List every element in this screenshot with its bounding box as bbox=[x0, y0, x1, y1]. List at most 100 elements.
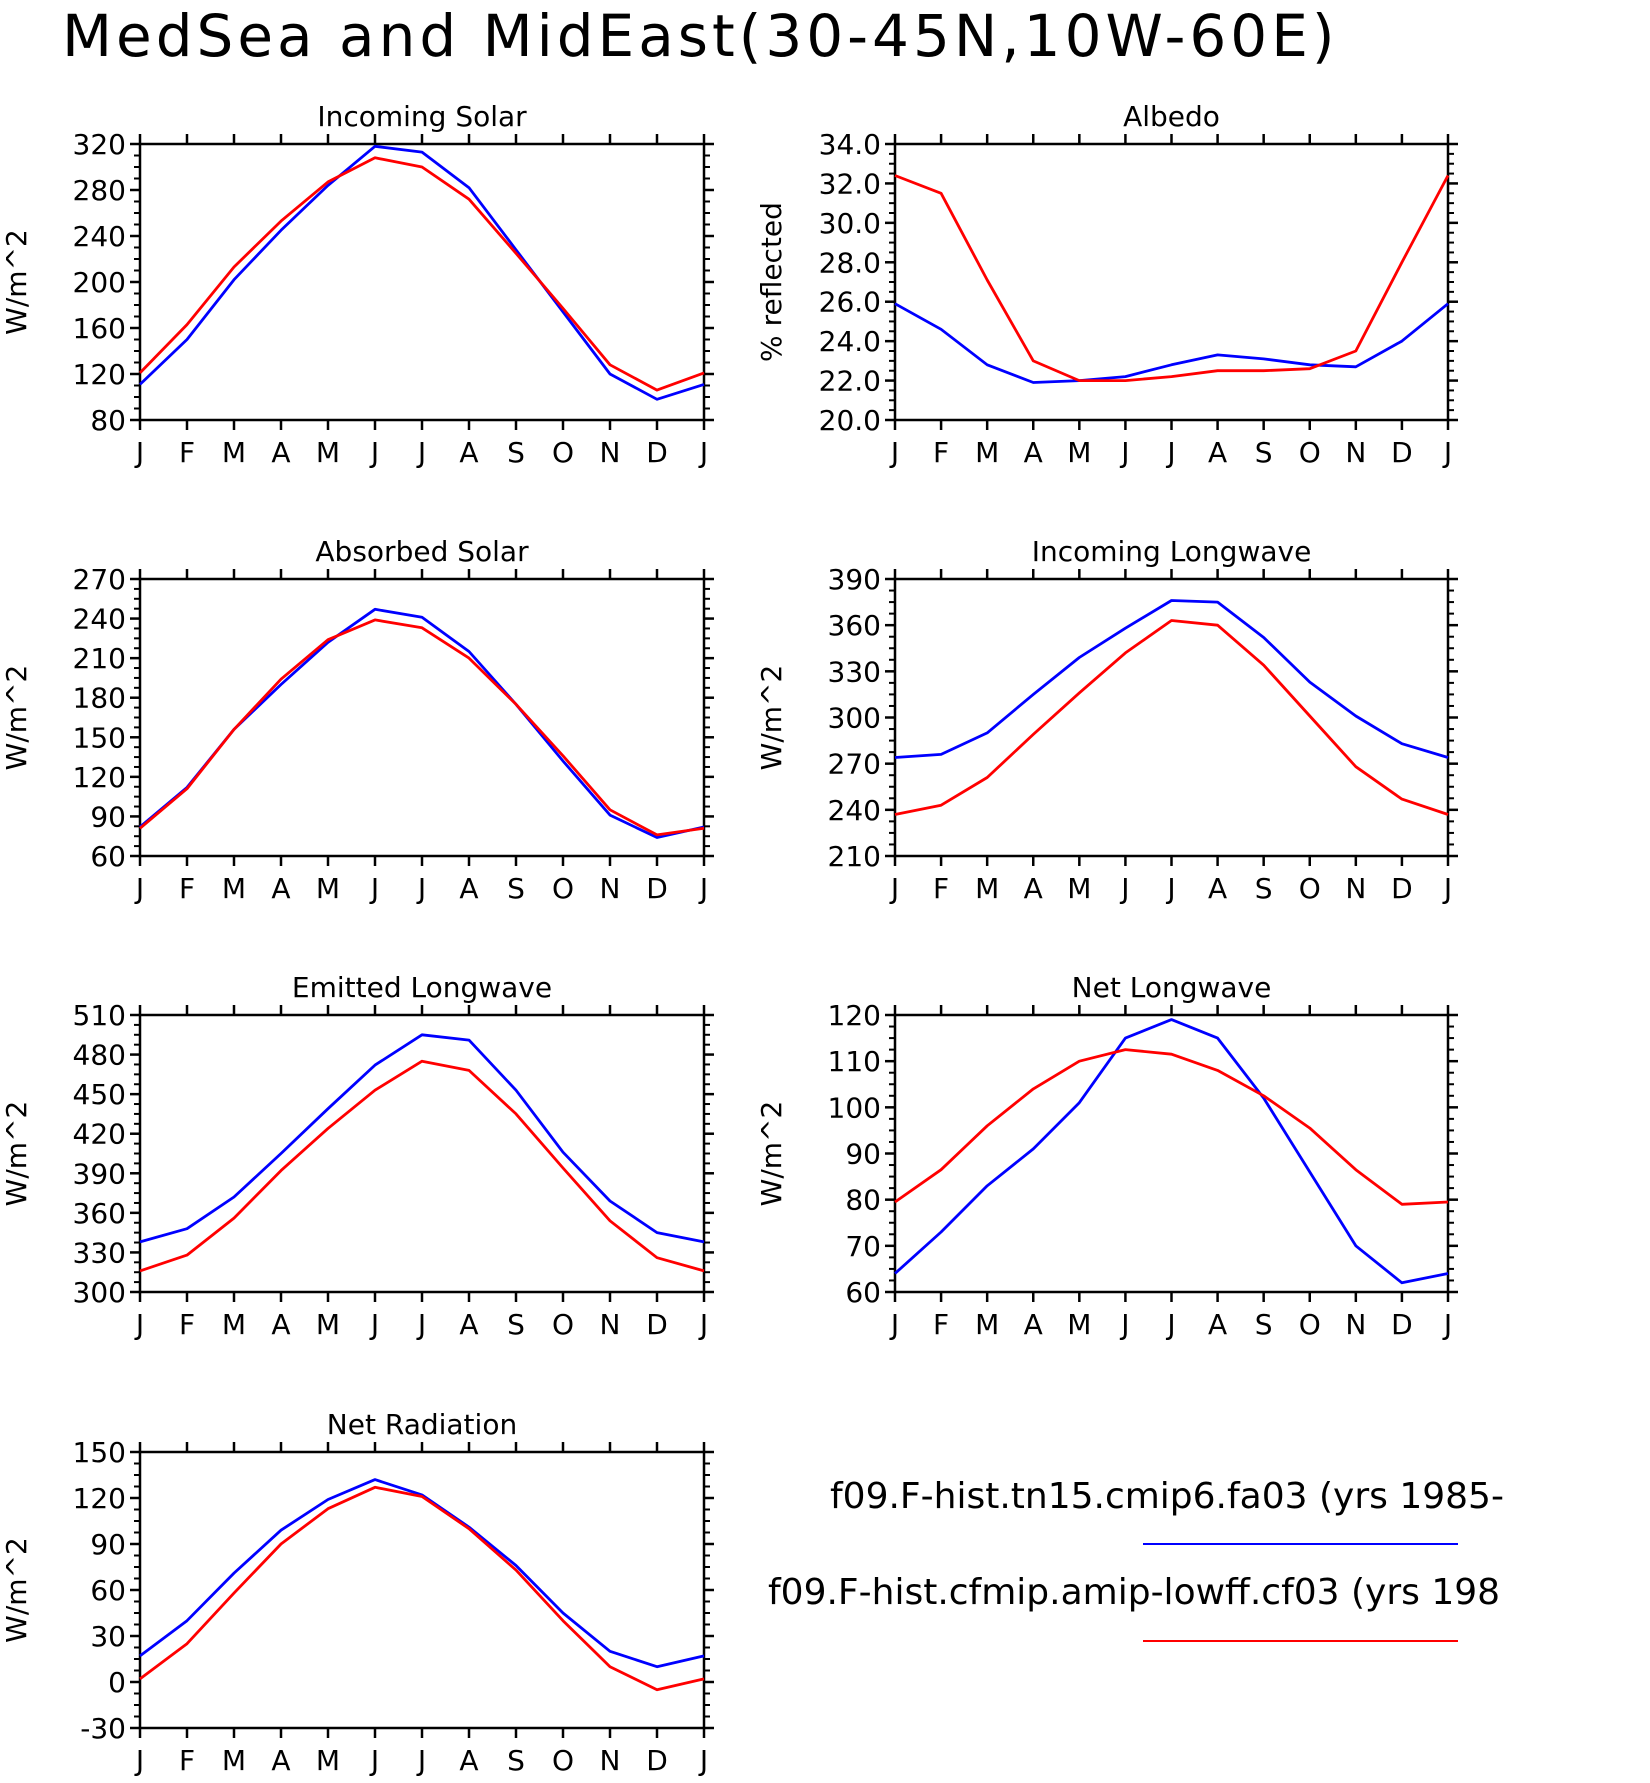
absorbed-solar-x-tick-label: J bbox=[134, 872, 144, 905]
net-radiation-x-tick-label: A bbox=[271, 1744, 290, 1777]
net-longwave-y-tick-label: 110 bbox=[828, 1045, 881, 1078]
net-radiation-y-axis-label: W/m^2 bbox=[0, 1537, 33, 1643]
absorbed-solar-y-tick-label: 270 bbox=[73, 563, 126, 596]
albedo-y-axis-label: % reflected bbox=[755, 202, 788, 362]
albedo-plot-frame bbox=[893, 142, 1450, 422]
incoming-solar-series-case2-line bbox=[138, 156, 705, 392]
emitted-longwave-x-tick-label: D bbox=[646, 1308, 668, 1341]
incoming-solar-x-tick-label: N bbox=[600, 436, 621, 469]
incoming-longwave-x-tick-label: S bbox=[1255, 872, 1273, 905]
incoming-solar-x-tick-label: J bbox=[698, 436, 708, 469]
emitted-longwave-x-tick-label: A bbox=[271, 1308, 290, 1341]
net-radiation-y-tick-label: 120 bbox=[73, 1482, 126, 1515]
absorbed-solar-y-tick-label: 90 bbox=[90, 800, 126, 833]
emitted-longwave-x-tick-label: M bbox=[222, 1308, 246, 1341]
incoming-longwave-x-tick-label: O bbox=[1299, 872, 1321, 905]
incoming-longwave-y-tick-label: 240 bbox=[828, 794, 881, 827]
incoming-longwave-y-tick-label: 330 bbox=[828, 655, 881, 688]
absorbed-solar-x-tick-label: N bbox=[600, 872, 621, 905]
incoming-solar-y-tick-label: 320 bbox=[73, 128, 126, 161]
emitted-longwave-x-tick-label: N bbox=[600, 1308, 621, 1341]
net-radiation-x-tick-label: N bbox=[600, 1744, 621, 1777]
incoming-longwave-x-tick-label: N bbox=[1345, 872, 1366, 905]
albedo-y-tick-label: 32.0 bbox=[819, 167, 881, 200]
absorbed-solar-title: Absorbed Solar bbox=[315, 535, 529, 568]
net-radiation-x-tick-label: M bbox=[222, 1744, 246, 1777]
net-radiation-x-tick-label: J bbox=[416, 1744, 426, 1777]
incoming-longwave-x-tick-label: M bbox=[975, 872, 999, 905]
emitted-longwave-x-tick-label: M bbox=[316, 1308, 340, 1341]
emitted-longwave-y-tick-label: 390 bbox=[73, 1157, 126, 1190]
absorbed-solar-x-tick-label: M bbox=[316, 872, 340, 905]
incoming-solar-x-tick-label: F bbox=[179, 436, 195, 469]
incoming-longwave-x-tick-label: J bbox=[1119, 872, 1129, 905]
albedo-series-case2-line bbox=[894, 174, 1450, 383]
absorbed-solar-y-tick-label: 210 bbox=[73, 642, 126, 675]
net-longwave-x-tick-label: A bbox=[1024, 1308, 1043, 1341]
net-longwave-x-tick-label: O bbox=[1299, 1308, 1321, 1341]
incoming-solar-y-tick-label: 200 bbox=[73, 266, 126, 299]
emitted-longwave-y-tick-label: 450 bbox=[73, 1078, 126, 1111]
emitted-longwave-y-tick-label: 360 bbox=[73, 1197, 126, 1230]
panel-emitted-longwave: J F M A M J J A S O N D J300330360390420450480510Emi… bbox=[0, 971, 714, 1341]
albedo-series-case1-line bbox=[894, 302, 1449, 384]
incoming-solar-y-tick-label: 160 bbox=[73, 312, 126, 345]
incoming-solar-x-tick-label: D bbox=[646, 436, 668, 469]
net-radiation-y-tick-label: -30 bbox=[80, 1712, 126, 1745]
emitted-longwave-y-tick-label: 510 bbox=[73, 999, 126, 1032]
incoming-solar-x-tick-label: A bbox=[271, 436, 290, 469]
net-longwave-y-tick-label: 120 bbox=[828, 999, 881, 1032]
albedo-x-tick-label: O bbox=[1299, 436, 1321, 469]
absorbed-solar-x-tick-label: J bbox=[698, 872, 708, 905]
net-radiation-y-tick-label: 0 bbox=[108, 1666, 126, 1699]
emitted-longwave-x-tick-label: S bbox=[507, 1308, 525, 1341]
net-longwave-series-case2-line bbox=[894, 1048, 1449, 1206]
net-radiation-y-tick-label: 30 bbox=[90, 1620, 126, 1653]
albedo-title: Albedo bbox=[1123, 100, 1220, 133]
emitted-longwave-x-tick-label: J bbox=[698, 1308, 708, 1341]
absorbed-solar-x-tick-label: J bbox=[369, 872, 379, 905]
albedo-x-tick-label: D bbox=[1391, 436, 1413, 469]
net-radiation-x-tick-label: A bbox=[459, 1744, 478, 1777]
net-longwave-series-case1-line bbox=[894, 1018, 1449, 1285]
legend-label-case2: f09.F-hist.cfmip.amip-lowff.cf03 (yrs 19… bbox=[768, 1572, 1500, 1613]
emitted-longwave-x-tick-label: J bbox=[369, 1308, 379, 1341]
panel-absorbed-solar: J F M A M J J A S O N D J6090120150180210240270Absor… bbox=[0, 535, 714, 905]
absorbed-solar-y-tick-label: 60 bbox=[90, 840, 126, 873]
incoming-solar-x-tick-label: M bbox=[222, 436, 246, 469]
net-radiation-x-tick-label: J bbox=[698, 1744, 708, 1777]
absorbed-solar-x-tick-label: J bbox=[416, 872, 426, 905]
incoming-longwave-x-tick-label: D bbox=[1391, 872, 1413, 905]
emitted-longwave-y-tick-label: 330 bbox=[73, 1236, 126, 1269]
emitted-longwave-x-tick-label: J bbox=[416, 1308, 426, 1341]
albedo-y-tick-label: 24.0 bbox=[819, 325, 881, 358]
panel-incoming-longwave: J F M A M J J A S O N D J210240270300330360390Incomi… bbox=[755, 535, 1458, 905]
incoming-longwave-y-tick-label: 390 bbox=[828, 563, 881, 596]
absorbed-solar-x-tick-label: A bbox=[271, 872, 290, 905]
emitted-longwave-plot-frame bbox=[138, 1013, 706, 1294]
net-radiation-x-tick-label: M bbox=[316, 1744, 340, 1777]
absorbed-solar-series-case2-line bbox=[139, 618, 705, 837]
incoming-solar-x-tick-label: A bbox=[459, 436, 478, 469]
incoming-longwave-y-tick-label: 360 bbox=[828, 609, 881, 642]
net-radiation-y-tick-label: 150 bbox=[73, 1436, 126, 1469]
incoming-longwave-x-tick-label: J bbox=[1442, 872, 1452, 905]
net-longwave-y-tick-label: 60 bbox=[845, 1276, 881, 1309]
net-longwave-y-tick-label: 90 bbox=[845, 1138, 881, 1171]
net-longwave-x-tick-label: J bbox=[1119, 1308, 1129, 1341]
net-longwave-plot-frame bbox=[893, 1013, 1450, 1294]
net-radiation-x-tick-label: J bbox=[369, 1744, 379, 1777]
albedo-x-tick-label: F bbox=[933, 436, 949, 469]
incoming-solar-y-axis-label: W/m^2 bbox=[0, 229, 33, 335]
incoming-solar-x-tick-label: M bbox=[316, 436, 340, 469]
albedo-y-tick-label: 28.0 bbox=[819, 246, 881, 279]
emitted-longwave-series-case1-line bbox=[139, 1033, 705, 1244]
incoming-solar-y-tick-label: 120 bbox=[73, 358, 126, 391]
net-radiation-x-tick-label: O bbox=[552, 1744, 574, 1777]
albedo-x-tick-label: J bbox=[1165, 436, 1175, 469]
emitted-longwave-x-tick-label: J bbox=[134, 1308, 144, 1341]
net-longwave-title: Net Longwave bbox=[1072, 971, 1272, 1004]
